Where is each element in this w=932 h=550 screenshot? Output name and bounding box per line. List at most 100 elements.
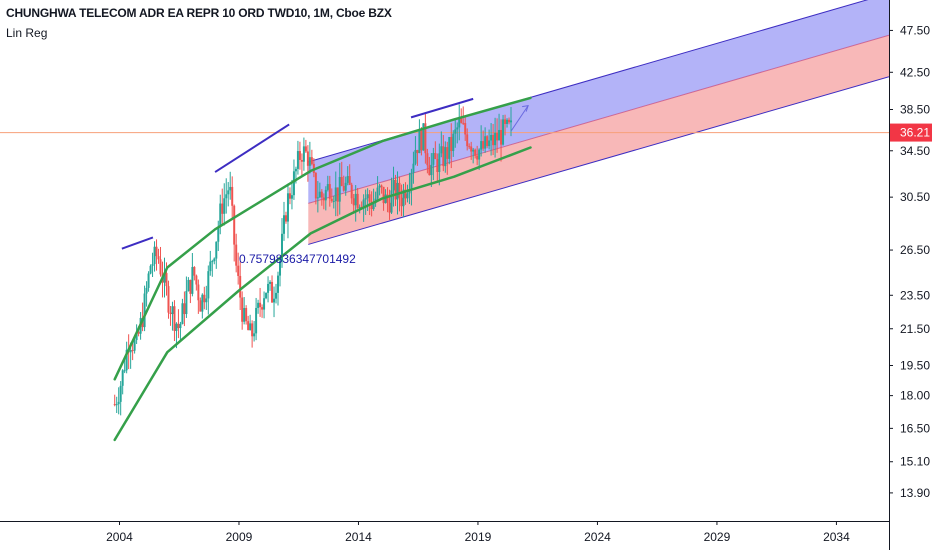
candle-up [432, 153, 435, 165]
candle-down [380, 185, 383, 187]
candle-down [446, 147, 449, 159]
candle-up [153, 246, 156, 265]
candle-up [430, 164, 433, 176]
x-tick-label: 2029 [704, 530, 731, 544]
candle-up [243, 308, 246, 322]
lower-band [308, 35, 889, 245]
candle-up [402, 189, 405, 207]
candle-down [221, 203, 224, 214]
candle-up [484, 136, 487, 149]
candle-down [348, 176, 351, 185]
candle-up [147, 273, 150, 288]
candle-up [280, 233, 283, 262]
candle-up [418, 130, 421, 154]
y-tick-label: 18.00 [900, 389, 930, 403]
candle-down [233, 205, 236, 245]
indicator-label: Lin Reg [6, 26, 48, 40]
swing-high-line-2 [214, 123, 290, 173]
candle-up [286, 193, 289, 222]
candle-up [412, 163, 415, 173]
y-tick-label: 15.10 [900, 455, 930, 469]
candle-up [275, 292, 278, 299]
candle-down [342, 185, 345, 191]
candle-up [227, 190, 230, 195]
candle-down [306, 151, 309, 166]
candle-up [396, 182, 399, 200]
candle-up [149, 265, 152, 274]
candle-up [488, 140, 491, 147]
candle-up [494, 132, 497, 146]
candle-down [388, 202, 391, 213]
candle-down [173, 306, 176, 331]
candle-down [400, 197, 403, 207]
candle-down [165, 273, 168, 287]
candle-up [123, 370, 126, 372]
y-tick-label: 16.50 [900, 421, 930, 435]
candle-up [201, 294, 204, 312]
candle-up [175, 323, 178, 331]
lower-band-edge [308, 76, 889, 245]
candle-down [420, 130, 423, 151]
candle-down [382, 186, 385, 204]
candle-up [209, 261, 212, 272]
x-tick-label: 2034 [823, 530, 850, 544]
candle-up [292, 171, 295, 196]
candle-down [237, 265, 240, 276]
candle-up [296, 151, 299, 169]
candle-down [450, 136, 453, 152]
candle-up [211, 261, 214, 263]
candle-up [213, 258, 216, 262]
candle-down [368, 194, 371, 202]
candle-up [294, 168, 297, 172]
candle-up [179, 324, 182, 329]
y-tick-label: 34.50 [900, 144, 930, 158]
candle-up [390, 190, 393, 213]
candle-up [334, 187, 337, 202]
candle-down [436, 158, 439, 173]
candle-down [424, 123, 427, 154]
candle-down [239, 275, 242, 298]
candle-down [470, 146, 473, 152]
candle-up [290, 195, 293, 199]
candle-down [203, 294, 206, 303]
candle-up [376, 187, 379, 199]
candle-down [271, 281, 274, 303]
candle-down [155, 246, 158, 257]
candle-down [300, 159, 303, 162]
last-price-tag [890, 123, 932, 142]
candle-down [199, 300, 202, 312]
candle-up [444, 147, 447, 167]
candle-down [157, 256, 160, 260]
candle-down [241, 297, 244, 322]
candle-down [336, 187, 339, 202]
candle-up [187, 279, 190, 291]
candle-down [231, 186, 234, 206]
candle-up [490, 134, 493, 141]
plot-area: 0.7579836347701492 [0, 0, 889, 442]
candle-down [370, 201, 373, 210]
candle-down [195, 275, 198, 285]
candle-down [261, 307, 264, 310]
last-price-label: 36.21 [900, 126, 930, 140]
candle-up [384, 194, 387, 204]
y-tick-label: 21.50 [900, 322, 930, 336]
candle-down [320, 191, 323, 198]
candle-up [362, 199, 365, 208]
candle-up [346, 176, 349, 183]
candle-up [125, 349, 128, 371]
projection-arrow [510, 105, 529, 131]
candle-down [137, 331, 140, 334]
trend-arc-2 [113, 146, 532, 442]
candle-up [253, 333, 256, 337]
candle-up [121, 370, 124, 386]
y-tick-label: 47.50 [900, 23, 930, 37]
candle-up [249, 323, 252, 331]
candle-up [185, 290, 188, 315]
candle-up [358, 206, 361, 208]
y-tick-label: 19.50 [900, 358, 930, 372]
candle-up [366, 194, 369, 199]
candle-down [328, 184, 331, 199]
y-tick-label: 38.50 [900, 102, 930, 116]
candle-down [189, 279, 192, 294]
